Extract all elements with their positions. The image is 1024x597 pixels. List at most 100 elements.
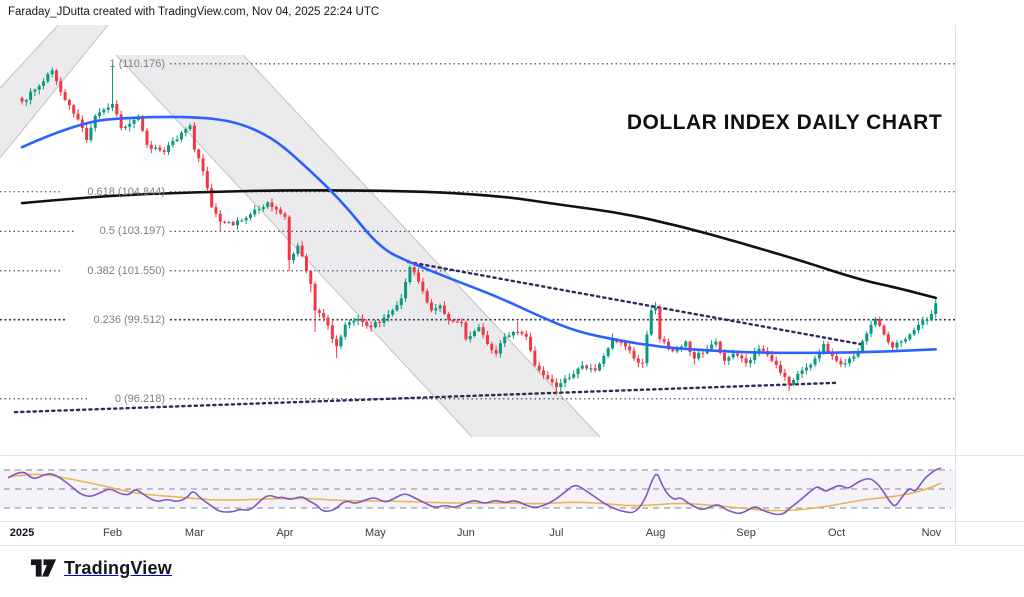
candle-body	[727, 357, 731, 361]
candle-body	[132, 119, 136, 124]
time-axis-label-Oct: Oct	[828, 527, 846, 539]
time-axis-label-Nov: Nov	[921, 527, 942, 539]
candle-body	[330, 325, 334, 339]
candle-body	[335, 338, 339, 347]
candle-body	[455, 321, 459, 323]
candle-body	[735, 353, 739, 356]
candle-body	[451, 320, 455, 322]
candle-body	[904, 339, 908, 342]
candle-body	[404, 282, 408, 299]
candle-body	[447, 313, 451, 320]
candle-body	[29, 91, 33, 100]
candle-body	[636, 358, 640, 363]
candle-body	[542, 370, 546, 376]
candle-body	[309, 270, 313, 284]
candle-body	[98, 112, 102, 116]
fib-level-label: 0.236 (99.512)	[93, 313, 165, 326]
candle-body	[688, 341, 692, 353]
tradingview-logo-text: TradingView	[64, 557, 172, 578]
candle-body	[546, 375, 550, 379]
candle-body	[421, 281, 425, 292]
candle-body	[296, 245, 300, 254]
candle-body	[714, 341, 718, 345]
candle-body	[300, 245, 304, 257]
price-axis[interactable]: 110.000108.000106.000104.000102.00098.00…	[955, 25, 1024, 545]
down-channel	[116, 55, 600, 437]
candle-body	[348, 322, 352, 325]
candle-body	[205, 171, 209, 189]
candle-body	[369, 325, 373, 328]
price-axis-border	[955, 25, 956, 545]
candle-body	[360, 318, 364, 322]
up-channel-edge	[0, 25, 109, 159]
candle-body	[934, 303, 938, 314]
ma-blue-line[interactable]	[20, 115, 938, 355]
candle-body	[167, 145, 171, 152]
candle-body	[274, 206, 278, 210]
ma-200-line[interactable]	[20, 189, 938, 300]
candle-body	[589, 368, 593, 370]
candlestick-series	[20, 63, 938, 396]
candle-body	[218, 213, 222, 222]
candle-body	[791, 380, 795, 385]
candle-body	[236, 220, 239, 226]
candle-body	[63, 92, 67, 101]
time-axis-label-Jun: Jun	[457, 527, 475, 539]
candle-body	[912, 330, 916, 335]
candle-body	[373, 322, 377, 328]
candle-body	[684, 341, 688, 347]
chart-title-annotation: DOLLAR INDEX DAILY CHART	[626, 111, 943, 134]
candle-body	[503, 336, 507, 344]
descending-dotted[interactable]	[406, 260, 867, 347]
down-channel-edge	[242, 54, 601, 438]
candle-body	[576, 368, 580, 375]
time-axis-label-Aug: Aug	[645, 527, 666, 539]
candle-body	[72, 105, 76, 114]
candle-body	[554, 382, 558, 388]
candle-body	[468, 336, 472, 340]
candle-body	[580, 365, 584, 369]
candle-body	[386, 314, 390, 318]
candle-body	[796, 373, 800, 380]
candle-body	[826, 344, 830, 353]
candle-body	[882, 325, 886, 335]
rsi-pane	[0, 467, 955, 516]
candle-body	[490, 344, 494, 351]
candle-body	[287, 216, 291, 260]
time-axis[interactable]: 2025 Feb Mar Apr May Jun Jul Aug Sep Oct Nov	[0, 521, 1024, 545]
candle-body	[223, 221, 227, 223]
candle-body	[54, 70, 58, 82]
candle-body	[201, 158, 205, 172]
candle-body	[563, 378, 567, 384]
candle-body	[891, 342, 895, 348]
candle-body	[283, 213, 287, 217]
candle-body	[800, 370, 804, 374]
candle-body	[550, 378, 554, 383]
candle-body	[667, 341, 670, 350]
candle-body	[210, 188, 214, 208]
ascending-dotted[interactable]	[13, 381, 837, 414]
chart-canvas[interactable]	[0, 0, 955, 553]
candle-body	[37, 85, 41, 90]
candle-body	[292, 253, 296, 260]
rsi-line[interactable]	[7, 467, 942, 516]
candle-body	[317, 310, 321, 313]
candle-body	[658, 308, 662, 340]
time-axis-label-Feb: Feb	[103, 527, 122, 539]
candle-body	[408, 267, 412, 283]
down-channel-edge	[115, 54, 473, 438]
tradingview-logo[interactable]: TradingView	[30, 556, 172, 580]
pane-separator[interactable]	[0, 455, 1024, 456]
candle-body	[822, 344, 826, 353]
candle-body	[184, 129, 188, 133]
candle-body	[740, 355, 744, 359]
candle-body	[507, 335, 511, 337]
candle-body	[783, 372, 787, 377]
candle-body	[395, 305, 399, 311]
candle-body	[102, 109, 106, 113]
candle-body	[593, 368, 597, 371]
candle-body	[279, 209, 283, 214]
candle-body	[723, 352, 727, 361]
candle-body	[602, 356, 606, 364]
candle-body	[477, 327, 481, 332]
